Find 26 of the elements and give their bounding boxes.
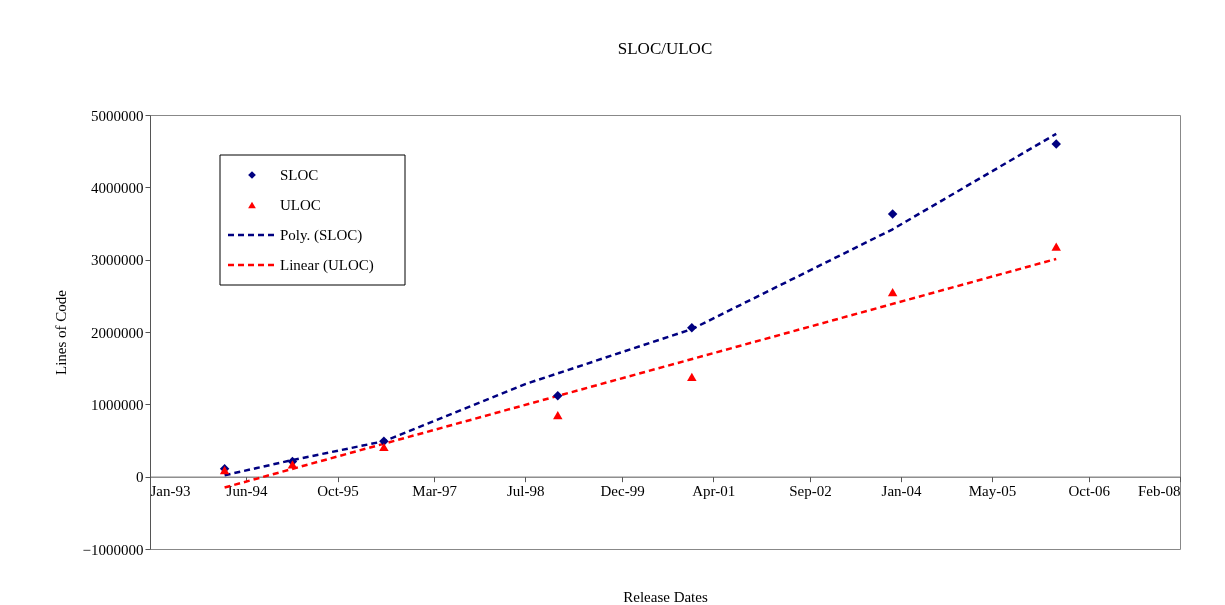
x-tick-label: Jul-98 [506, 483, 545, 500]
y-tick-label: 5000000 [91, 107, 144, 124]
chart-title: SLOC/ULOC [617, 39, 713, 58]
y-tick-label: 0 [136, 469, 144, 486]
x-tick-label: Oct-95 [317, 483, 359, 500]
y-tick-label: 1000000 [91, 396, 144, 413]
x-tick-label: Oct-06 [1068, 483, 1111, 500]
x-tick-label: Mar-97 [412, 483, 458, 500]
x-tick-label: Apr-01 [692, 483, 736, 500]
y-tick-label: 4000000 [91, 179, 144, 196]
y-tick-label: 2000000 [91, 324, 144, 341]
legend-label: Poly. (SLOC) [280, 227, 363, 244]
legend-label: SLOC [280, 167, 319, 183]
x-tick-label: Jan-93 [150, 483, 191, 500]
y-axis-title: Lines of Code [52, 289, 69, 375]
x-tick-label: Sep-02 [789, 483, 832, 500]
x-tick-label: Jan-04 [881, 483, 923, 500]
legend-label: ULOC [280, 197, 321, 213]
x-axis-title: Release Dates [623, 588, 708, 605]
y-tick-label: 3000000 [91, 252, 144, 269]
legend-label: Linear (ULOC) [280, 257, 374, 274]
x-tick-label: May-05 [968, 483, 1017, 500]
x-tick-label: Feb-08 [1138, 483, 1181, 500]
y-tick-label: −1000000 [82, 541, 144, 558]
x-tick-label: Jun-94 [226, 483, 268, 500]
x-tick-label: Dec-99 [600, 483, 645, 500]
